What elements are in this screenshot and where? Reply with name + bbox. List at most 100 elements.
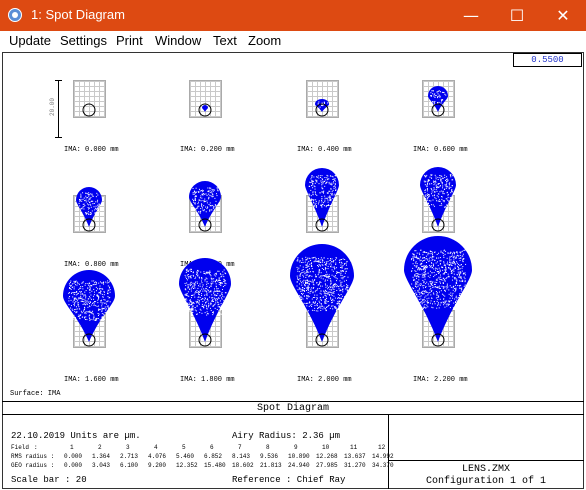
minimize-button[interactable]: — — [463, 6, 479, 25]
spot-speckle — [75, 297, 77, 299]
spot-speckle — [423, 272, 425, 274]
spot-speckle — [338, 272, 340, 274]
spot-speckle — [107, 312, 109, 314]
spot-speckle — [423, 273, 425, 275]
spot-speckle — [212, 297, 214, 299]
spot-speckle — [432, 284, 434, 286]
menu-zoom[interactable]: Zoom — [248, 33, 282, 48]
spot-speckle — [220, 282, 222, 284]
menu-text[interactable]: Text — [213, 33, 237, 48]
spot-speckle — [432, 264, 434, 266]
spot-speckle — [317, 260, 319, 262]
spot-speckle — [97, 295, 99, 297]
spot-speckle — [197, 285, 199, 287]
spot-speckle — [208, 273, 210, 275]
spot-speckle — [305, 282, 307, 284]
spot-speckle — [312, 281, 314, 283]
spot-speckle — [68, 311, 70, 313]
spot-speckle — [69, 316, 71, 318]
spot-speckle — [197, 302, 199, 304]
spot-speckle — [100, 301, 102, 303]
spot-speckle — [342, 258, 344, 260]
spot-speckle — [86, 192, 88, 194]
spot-speckle — [81, 207, 83, 209]
spot-speckle — [416, 277, 418, 279]
spot-speckle — [324, 280, 326, 282]
maximize-button[interactable]: ☐ — [509, 6, 525, 25]
spot-speckle — [308, 271, 310, 273]
spot-speckle — [443, 256, 445, 258]
spot-speckle — [452, 287, 454, 289]
spot-speckle — [457, 285, 459, 287]
spot-speckle — [217, 290, 219, 292]
spot-speckle — [448, 187, 450, 189]
spot-speckle — [305, 256, 307, 258]
spot-pattern — [305, 168, 339, 227]
spot-speckle — [302, 274, 304, 276]
menu-window[interactable]: Window — [155, 33, 202, 48]
spot-speckle — [327, 276, 329, 278]
spot-speckle — [101, 303, 103, 305]
spot-speckle — [184, 288, 186, 290]
spot-speckle — [430, 284, 432, 286]
spot-speckle — [88, 194, 90, 196]
spot-speckle — [451, 189, 453, 191]
spot-speckle — [185, 311, 187, 313]
spot-speckle — [298, 275, 300, 277]
field-number: 6 — [210, 444, 214, 451]
spot-speckle — [300, 310, 302, 312]
spot-speckle — [185, 293, 187, 295]
spot-speckle — [319, 305, 321, 307]
spot-speckle — [333, 186, 335, 188]
menu-print[interactable]: Print — [116, 33, 143, 48]
spot-speckle — [212, 299, 214, 301]
spot-speckle — [96, 283, 98, 285]
spot-speckle — [318, 271, 320, 273]
spot-speckle — [427, 300, 429, 302]
spot-speckle — [89, 284, 91, 286]
spot-speckle — [219, 306, 221, 308]
spot-speckle — [457, 267, 459, 269]
spot-speckle — [194, 284, 196, 286]
spot-speckle — [416, 252, 418, 254]
spot-speckle — [298, 295, 300, 297]
spot-speckle — [86, 303, 88, 305]
spot-speckle — [78, 202, 80, 204]
spot-speckle — [307, 288, 309, 290]
spot-speckle — [442, 200, 444, 202]
spot-speckle — [318, 282, 320, 284]
spot-speckle — [437, 93, 439, 95]
spot-speckle — [93, 288, 95, 290]
spot-speckle — [307, 302, 309, 304]
spot-speckle — [451, 294, 453, 296]
spot-speckle — [324, 302, 326, 304]
spot-speckle — [206, 206, 208, 208]
close-button[interactable]: ✕ — [556, 6, 570, 25]
menu-settings[interactable]: Settings — [60, 33, 107, 48]
spot-speckle — [86, 301, 88, 303]
spot-speckle — [313, 176, 315, 178]
spot-speckle — [438, 186, 440, 188]
spot-speckle — [460, 296, 462, 298]
spot-speckle — [316, 305, 318, 307]
airy-disk — [82, 103, 96, 117]
spot-speckle — [415, 306, 417, 308]
spot-speckle — [424, 271, 426, 273]
spot-speckle — [460, 301, 462, 303]
spot-speckle — [305, 264, 307, 266]
spot-speckle — [108, 313, 110, 315]
spot-speckle — [431, 262, 433, 264]
spot-speckle — [439, 96, 441, 98]
spot-speckle — [325, 284, 327, 286]
spot-speckle — [331, 294, 333, 296]
spot-speckle — [436, 200, 438, 202]
spot-speckle — [455, 302, 457, 304]
spot-speckle — [98, 296, 100, 298]
spot-speckle — [415, 266, 417, 268]
spot-speckle — [444, 174, 446, 176]
spot-speckle — [106, 319, 108, 321]
spot-speckle — [337, 297, 339, 299]
menu-update[interactable]: Update — [9, 33, 51, 48]
spot-speckle — [201, 205, 203, 207]
spot-speckle — [438, 94, 440, 96]
